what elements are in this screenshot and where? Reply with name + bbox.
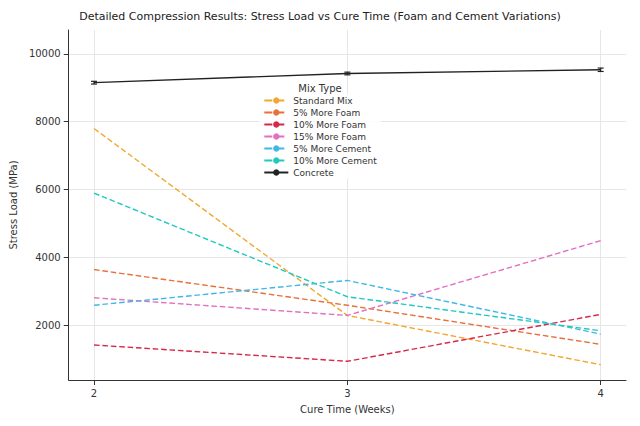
svg-text:Concrete: Concrete <box>293 168 334 178</box>
svg-text:Mix Type: Mix Type <box>298 83 341 94</box>
svg-text:4: 4 <box>597 388 603 399</box>
svg-text:10% More Cement: 10% More Cement <box>293 156 377 166</box>
svg-text:2000: 2000 <box>35 320 60 331</box>
svg-text:Standard Mix: Standard Mix <box>293 96 353 106</box>
svg-text:2: 2 <box>91 388 97 399</box>
svg-text:3: 3 <box>344 388 350 399</box>
svg-text:5% More Cement: 5% More Cement <box>293 144 371 154</box>
svg-text:Cure Time (Weeks): Cure Time (Weeks) <box>300 404 395 415</box>
svg-text:6000: 6000 <box>35 184 60 195</box>
svg-text:10% More Foam: 10% More Foam <box>293 120 366 130</box>
svg-text:4000: 4000 <box>35 252 60 263</box>
svg-text:5% More Foam: 5% More Foam <box>293 108 360 118</box>
svg-text:Stress Load (MPa): Stress Load (MPa) <box>8 160 19 249</box>
svg-text:8000: 8000 <box>35 116 60 127</box>
svg-text:10000: 10000 <box>29 48 61 59</box>
svg-text:15% More Foam: 15% More Foam <box>293 132 366 142</box>
svg-text:Detailed Compression Results:: Detailed Compression Results: Stress Loa… <box>79 10 561 23</box>
